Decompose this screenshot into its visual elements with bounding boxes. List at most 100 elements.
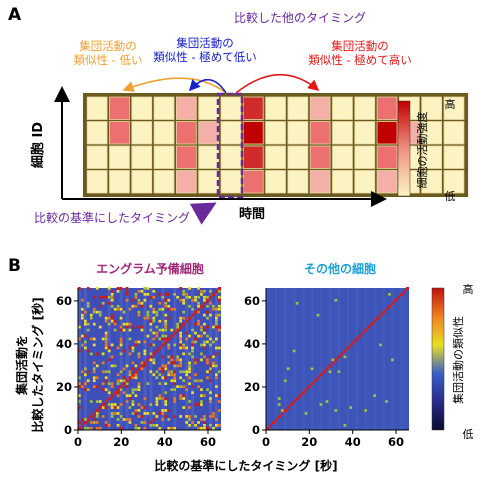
heatmap-cell — [113, 403, 117, 406]
heatmap-cell — [95, 421, 99, 424]
heatmap-cell — [373, 394, 376, 397]
heatmap-cell — [110, 412, 114, 415]
grid-cell — [421, 96, 443, 120]
grid-cell — [86, 145, 108, 169]
heatmap-cell — [200, 293, 203, 296]
heatmap-cell — [206, 361, 209, 365]
heatmap-cell — [95, 427, 99, 430]
heatmap-cell — [158, 373, 162, 377]
cell-id-axis-label: 細胞 ID — [30, 122, 46, 168]
heatmap-cell — [185, 370, 188, 374]
heatmap-cell — [191, 343, 194, 347]
heatmap-cell — [116, 412, 120, 415]
heatmap-cell — [143, 298, 147, 302]
heatmap-cell — [194, 424, 197, 427]
heatmap-cell — [334, 298, 338, 302]
heatmap-cell — [101, 352, 105, 356]
heatmap-cell — [218, 298, 221, 302]
heatmap-cell — [104, 421, 108, 424]
heatmap-cell — [78, 287, 81, 290]
heatmap-cell — [116, 391, 120, 394]
heatmap-cell — [164, 409, 168, 412]
heatmap-cell — [203, 340, 206, 344]
heatmap-cell — [194, 403, 197, 406]
grid-cell — [220, 170, 242, 194]
heatmap-band — [215, 288, 218, 430]
heatmap-cell — [149, 370, 153, 374]
heatmap-cell — [167, 307, 171, 311]
heatmap-band — [283, 288, 287, 430]
heatmap-cell — [188, 418, 191, 421]
heatmap-cell — [209, 400, 212, 403]
heatmap-cell — [334, 409, 338, 412]
heatmap-cell — [149, 358, 153, 362]
heatmap-cell — [104, 424, 108, 427]
heatmap-cell — [188, 304, 191, 308]
heatmap-band — [328, 288, 332, 430]
grid-cell — [354, 170, 376, 194]
heatmap-diagonal-cell — [364, 328, 368, 332]
heatmap-cell — [215, 352, 218, 356]
heatmap-cell — [128, 322, 132, 326]
heatmap-cell — [104, 379, 108, 383]
heatmap-cell — [110, 385, 114, 388]
heatmap-cell — [92, 370, 96, 374]
heatmap-cell — [78, 349, 81, 353]
heatmap-diagonal-cell — [286, 406, 290, 410]
heatmap-cell — [203, 343, 206, 347]
heatmap-cell — [179, 334, 182, 338]
heatmap-cell — [167, 373, 171, 377]
heatmap-cell — [104, 337, 108, 341]
heatmap-cell — [137, 415, 141, 418]
heatmap-cell — [164, 364, 168, 368]
heatmap-cell — [215, 394, 218, 397]
grid-cell — [376, 170, 398, 194]
heatmap-cell — [197, 427, 200, 430]
heatmap-cell — [125, 293, 129, 296]
heatmap-cell — [161, 418, 165, 421]
heatmap-cell — [122, 367, 126, 371]
heatmap-cell — [188, 287, 191, 290]
heatmap-band — [119, 288, 123, 430]
grid-cell — [109, 145, 130, 169]
heatmap-cell — [200, 290, 203, 293]
grid-cell — [153, 170, 175, 194]
heatmap-diagonal-cell — [406, 287, 409, 290]
heatmap-cell — [119, 316, 123, 320]
callout-very-low: 集団活動の 類似性 - 極めて低い — [153, 36, 256, 64]
heatmap-cell — [188, 415, 191, 418]
heatmap-cell — [209, 313, 212, 317]
heatmap-cell — [170, 379, 174, 383]
heatmap-cell — [134, 427, 138, 430]
grid-cell — [421, 170, 443, 194]
heatmap-cell — [158, 301, 162, 305]
grid-cell — [109, 170, 130, 194]
heatmap-cell — [101, 415, 105, 418]
heatmap-cell — [182, 352, 185, 356]
heatmap-cell — [107, 391, 111, 394]
grid-cell — [109, 96, 130, 120]
heatmap-band — [373, 288, 377, 430]
heatmap-cell — [101, 370, 105, 374]
heatmap-cell — [92, 295, 96, 299]
heatmap-cell — [107, 370, 111, 374]
heatmap-cell — [116, 373, 120, 377]
callout-very-low-line2: 類似性 - 極めて低い — [153, 50, 256, 64]
heatmap-diagonal-cell — [119, 385, 123, 389]
heatmap-cell — [131, 388, 135, 391]
heatmap-cell — [209, 367, 212, 371]
heatmap-cell — [149, 319, 153, 323]
heatmap-cell — [182, 298, 185, 302]
heatmap-cell — [328, 370, 332, 374]
heatmap-cell — [158, 412, 162, 415]
heatmap-band — [355, 288, 359, 430]
grid-cell — [309, 145, 331, 169]
heatmap-cell — [218, 313, 221, 317]
heatmap-cell — [128, 337, 132, 341]
reference-column-highlight — [216, 92, 244, 199]
heatmap-cell — [218, 307, 221, 311]
heatmap-diagonal-cell — [379, 313, 383, 317]
heatmap-cell — [158, 293, 162, 296]
heatmap-cell — [167, 427, 171, 430]
heatmap-cell — [110, 316, 114, 320]
